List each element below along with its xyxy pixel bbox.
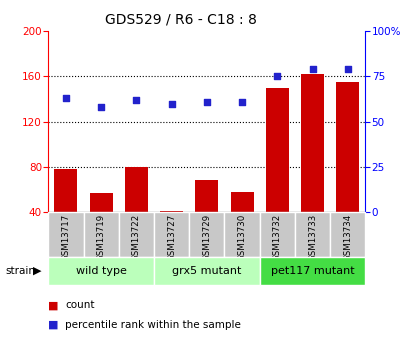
Point xyxy=(309,66,316,72)
Bar xyxy=(125,167,148,212)
Point xyxy=(239,99,245,105)
Text: GSM13729: GSM13729 xyxy=(202,214,211,261)
Text: count: count xyxy=(65,300,94,310)
Bar xyxy=(231,192,254,212)
Bar xyxy=(154,212,189,257)
Bar xyxy=(90,193,113,212)
Text: GSM13727: GSM13727 xyxy=(167,214,176,261)
Bar xyxy=(260,212,295,257)
Text: GSM13719: GSM13719 xyxy=(97,214,106,261)
Point xyxy=(63,95,69,101)
Point xyxy=(168,101,175,106)
Point xyxy=(203,99,210,105)
Bar xyxy=(84,212,119,257)
Text: ■: ■ xyxy=(48,300,59,310)
Bar xyxy=(295,212,330,257)
Bar xyxy=(48,257,154,285)
Point xyxy=(344,66,351,72)
Point xyxy=(133,97,140,103)
Text: wild type: wild type xyxy=(76,266,126,276)
Text: GDS529 / R6 - C18 : 8: GDS529 / R6 - C18 : 8 xyxy=(105,12,257,26)
Text: GSM13722: GSM13722 xyxy=(132,214,141,261)
Text: ▶: ▶ xyxy=(33,266,41,276)
Text: pet117 mutant: pet117 mutant xyxy=(271,266,354,276)
Text: GSM13734: GSM13734 xyxy=(343,214,352,261)
Bar xyxy=(260,257,365,285)
Bar xyxy=(301,74,324,212)
Point xyxy=(274,73,281,79)
Bar xyxy=(224,212,260,257)
Bar xyxy=(330,212,365,257)
Text: GSM13733: GSM13733 xyxy=(308,214,317,261)
Bar xyxy=(160,211,183,212)
Bar xyxy=(119,212,154,257)
Bar xyxy=(55,169,77,212)
Text: grx5 mutant: grx5 mutant xyxy=(172,266,242,276)
Text: GSM13730: GSM13730 xyxy=(238,214,247,261)
Text: percentile rank within the sample: percentile rank within the sample xyxy=(65,320,241,330)
Bar xyxy=(266,88,289,212)
Bar xyxy=(154,257,260,285)
Bar xyxy=(189,212,224,257)
Text: ■: ■ xyxy=(48,320,59,330)
Text: GSM13717: GSM13717 xyxy=(61,214,71,261)
Bar xyxy=(48,212,84,257)
Point xyxy=(98,104,105,110)
Text: strain: strain xyxy=(5,266,35,276)
Text: GSM13732: GSM13732 xyxy=(273,214,282,261)
Bar xyxy=(336,82,359,212)
Bar xyxy=(195,180,218,212)
